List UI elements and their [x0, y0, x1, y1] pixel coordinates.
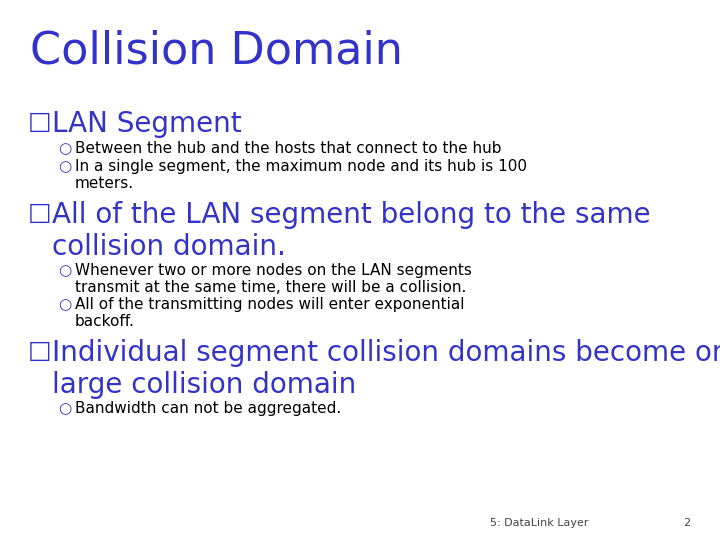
Text: Bandwidth can not be aggregated.: Bandwidth can not be aggregated.: [75, 401, 341, 416]
Text: □: □: [28, 201, 52, 225]
Text: 5: DataLink Layer: 5: DataLink Layer: [490, 518, 588, 528]
Text: In a single segment, the maximum node and its hub is 100
meters.: In a single segment, the maximum node an…: [75, 159, 527, 191]
Text: 2: 2: [683, 518, 690, 528]
Text: □: □: [28, 339, 52, 363]
Text: ○: ○: [58, 141, 71, 156]
Text: □: □: [28, 110, 52, 134]
Text: Individual segment collision domains become one
large collision domain: Individual segment collision domains bec…: [52, 339, 720, 399]
Text: ○: ○: [58, 263, 71, 278]
Text: Whenever two or more nodes on the LAN segments
transmit at the same time, there : Whenever two or more nodes on the LAN se…: [75, 263, 472, 295]
Text: Collision Domain: Collision Domain: [30, 30, 403, 73]
Text: ○: ○: [58, 401, 71, 416]
Text: ○: ○: [58, 159, 71, 174]
Text: Between the hub and the hosts that connect to the hub: Between the hub and the hosts that conne…: [75, 141, 502, 156]
Text: All of the LAN segment belong to the same
collision domain.: All of the LAN segment belong to the sam…: [52, 201, 651, 261]
Text: All of the transmitting nodes will enter exponential
backoff.: All of the transmitting nodes will enter…: [75, 297, 464, 329]
Text: LAN Segment: LAN Segment: [52, 110, 242, 138]
Text: ○: ○: [58, 297, 71, 312]
